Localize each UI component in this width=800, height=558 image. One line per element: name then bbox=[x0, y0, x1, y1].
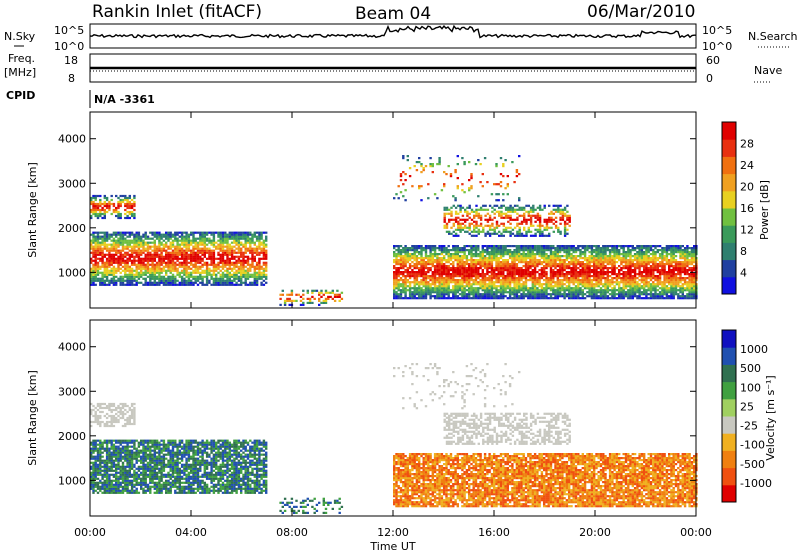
colorbar-segment bbox=[722, 277, 736, 295]
x-tick-label: 00:00 bbox=[74, 526, 106, 539]
x-tick-label: 00:00 bbox=[680, 526, 712, 539]
colorbar-segment bbox=[722, 347, 736, 365]
cpid-panel: CPID N/A -3361 bbox=[6, 89, 155, 108]
colorbar-tick: 28 bbox=[740, 138, 754, 151]
x-axis-label: Time UT bbox=[369, 540, 415, 553]
nsky-tick-bottom: 10^0 bbox=[54, 40, 84, 53]
y-tick-label: 2000 bbox=[58, 222, 86, 235]
velocity-axes: 1000 2000 3000 4000 00:00 04:00 08:00 12:00 16:0… bbox=[58, 320, 712, 539]
freq-panel: Freq. [MHz] 18 8 60 0 Nave bbox=[4, 52, 782, 85]
colorbar-segment bbox=[722, 260, 736, 278]
colorbar-segment bbox=[722, 450, 736, 468]
nsky-label: N.Sky bbox=[4, 30, 36, 43]
colorbar-tick: 16 bbox=[740, 202, 754, 215]
colorbar-tick: -100 bbox=[740, 439, 765, 452]
colorbar-segment bbox=[722, 242, 736, 260]
nave-tick-top: 60 bbox=[706, 54, 720, 67]
power-heatmap-cells bbox=[90, 155, 698, 306]
colorbar-tick: 8 bbox=[740, 245, 747, 258]
freq-tick-bottom: 8 bbox=[68, 72, 75, 85]
power-ylabel: Slant Range [km] bbox=[26, 162, 39, 258]
y-tick-label: 3000 bbox=[58, 177, 86, 190]
nsearch-tick-top: 10^5 bbox=[702, 24, 732, 37]
y-tick-label: 3000 bbox=[58, 385, 86, 398]
colorbar-segment bbox=[722, 468, 736, 486]
velocity-heatmap-cells bbox=[90, 363, 698, 514]
colorbar-segment bbox=[722, 225, 736, 243]
y-tick-label: 1000 bbox=[58, 474, 86, 487]
colorbar-tick: 100 bbox=[740, 381, 761, 394]
freq-label: Freq. bbox=[8, 52, 35, 65]
nsearch-tick-bottom: 10^0 bbox=[702, 40, 732, 53]
y-tick-label: 4000 bbox=[58, 133, 86, 146]
colorbar-segment bbox=[722, 399, 736, 417]
x-tick-label: 20:00 bbox=[579, 526, 611, 539]
y-tick-label: 1000 bbox=[58, 266, 86, 279]
colorbar-tick: 1000 bbox=[740, 343, 768, 356]
nsearch-label: N.Search bbox=[748, 30, 798, 43]
x-tick-label: 08:00 bbox=[276, 526, 308, 539]
colorbar-tick: -1000 bbox=[740, 477, 772, 490]
colorbar-segment bbox=[722, 485, 736, 503]
date-title: 06/Mar/2010 bbox=[587, 2, 695, 22]
colorbar-segment bbox=[722, 433, 736, 451]
colorbar-tick: 500 bbox=[740, 362, 761, 375]
x-tick-label: 04:00 bbox=[175, 526, 207, 539]
x-tick-label: 16:00 bbox=[478, 526, 510, 539]
station-title: Rankin Inlet (fitACF) bbox=[92, 2, 262, 22]
colorbar-tick: 25 bbox=[740, 400, 754, 413]
colorbar-segment bbox=[722, 174, 736, 192]
colorbar-segment bbox=[722, 382, 736, 400]
colorbar-tick: 20 bbox=[740, 181, 754, 194]
nsky-tick-top: 10^5 bbox=[54, 24, 84, 37]
power-colorbar: 4 8 12 16 20 24 28 bbox=[722, 122, 754, 295]
colorbar-segment bbox=[722, 330, 736, 348]
colorbar-tick: -500 bbox=[740, 458, 765, 471]
nave-label: Nave bbox=[754, 64, 782, 77]
colorbar-segment bbox=[722, 416, 736, 434]
velocity-panel: 1000 2000 3000 4000 00:00 04:00 08:00 12:00 16:0… bbox=[26, 320, 777, 539]
colorbar-tick: -25 bbox=[740, 420, 758, 433]
power-colorbar-label: Power [dB] bbox=[758, 180, 771, 240]
velocity-ylabel: Slant Range [km] bbox=[26, 370, 39, 466]
nsky-panel: N.Sky 10^5 10^0 10^5 10^0 N.Search bbox=[4, 24, 798, 53]
beam-title: Beam 04 bbox=[355, 4, 431, 24]
cpid-label: CPID bbox=[6, 89, 35, 102]
velocity-colorbar-label: Velocity [m s⁻¹] bbox=[764, 375, 777, 460]
colorbar-tick: 24 bbox=[740, 159, 754, 172]
freq-tick-top: 18 bbox=[64, 54, 78, 67]
nave-tick-bottom: 0 bbox=[706, 72, 713, 85]
colorbar-tick: 4 bbox=[740, 267, 747, 280]
power-panel: 1000 2000 3000 4000 Slant Range [km] 4 8 12 16… bbox=[26, 112, 771, 308]
colorbar-segment bbox=[722, 191, 736, 209]
cpid-value: N/A -3361 bbox=[94, 93, 155, 106]
colorbar-segment bbox=[722, 139, 736, 157]
y-tick-label: 4000 bbox=[58, 341, 86, 354]
colorbar-segment bbox=[722, 208, 736, 226]
colorbar-segment bbox=[722, 156, 736, 174]
colorbar-segment bbox=[722, 364, 736, 382]
x-tick-label: 12:00 bbox=[377, 526, 409, 539]
colorbar-tick: 12 bbox=[740, 224, 754, 237]
nsky-trace bbox=[90, 26, 696, 37]
freq-unit: [MHz] bbox=[4, 66, 36, 79]
colorbar-segment bbox=[722, 122, 736, 140]
y-tick-label: 2000 bbox=[58, 430, 86, 443]
